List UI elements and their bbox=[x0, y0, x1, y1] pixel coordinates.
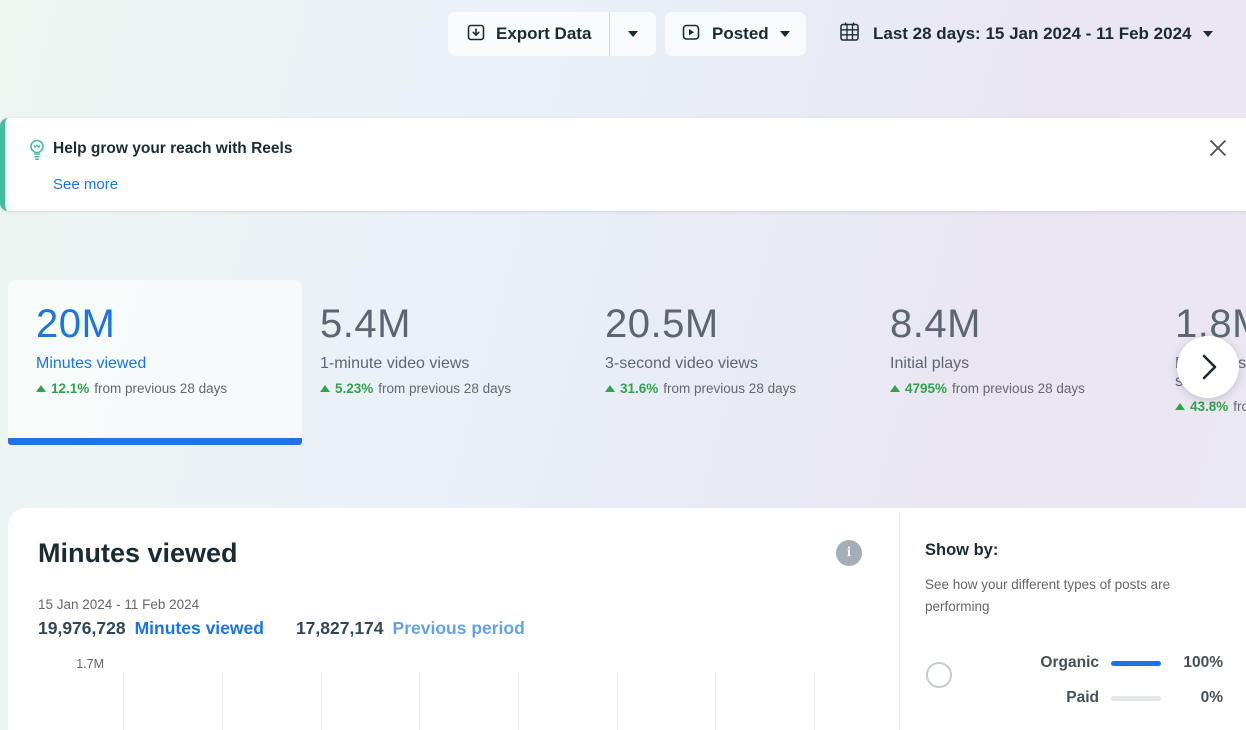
metric-change-percent: 4795% bbox=[905, 381, 947, 396]
organic-percent: 100% bbox=[1173, 654, 1223, 672]
paid-legend-row: Paid 0% bbox=[923, 689, 1223, 707]
selected-card-indicator bbox=[8, 438, 302, 445]
metric-card-initial-plays[interactable]: 8.4M Initial plays 4795% from previous 2… bbox=[890, 280, 1175, 445]
metric-change-percent: 5.23% bbox=[335, 381, 373, 396]
metric-change: 4795% from previous 28 days bbox=[890, 381, 1175, 396]
export-options-dropdown[interactable] bbox=[610, 12, 656, 56]
metric-label: Initial plays bbox=[890, 355, 1175, 373]
show-by-title: Show by: bbox=[925, 541, 998, 560]
minutes-viewed-chart-panel: Minutes viewed i 15 Jan 2024 - 11 Feb 20… bbox=[8, 508, 1246, 730]
current-period-label[interactable]: Minutes viewed bbox=[135, 618, 264, 639]
increase-arrow-icon bbox=[605, 385, 615, 392]
chart-gridline bbox=[123, 672, 124, 730]
chart-gridline bbox=[222, 672, 223, 730]
metric-label: Minutes viewed bbox=[36, 355, 302, 373]
lightbulb-icon bbox=[25, 137, 49, 168]
metric-change-note: from previous 28 days bbox=[952, 381, 1085, 396]
reels-tip-banner: Help grow your reach with Reels See more bbox=[0, 118, 1246, 211]
paid-label: Paid bbox=[1066, 689, 1099, 707]
chart-gridline bbox=[617, 672, 618, 730]
increase-arrow-icon bbox=[320, 385, 330, 392]
current-period-value: 19,976,728 bbox=[38, 618, 126, 639]
chart-gridline bbox=[419, 672, 420, 730]
metric-value: 5.4M bbox=[320, 302, 605, 346]
metric-value: 20M bbox=[36, 302, 302, 346]
chevron-right-icon bbox=[1204, 356, 1215, 378]
date-range-label: Last 28 days: 15 Jan 2024 - 11 Feb 2024 bbox=[873, 24, 1191, 44]
chart-gridline bbox=[518, 672, 519, 730]
increase-arrow-icon bbox=[1175, 403, 1185, 410]
posted-filter-button[interactable]: Posted bbox=[665, 12, 806, 56]
increase-arrow-icon bbox=[890, 385, 900, 392]
metric-card-minutes-viewed[interactable]: 20M Minutes viewed 12.1% from previous 2… bbox=[8, 280, 302, 445]
export-data-split-button: Export Data bbox=[448, 12, 656, 56]
organic-line-swatch bbox=[1111, 661, 1161, 666]
organic-label: Organic bbox=[1040, 654, 1099, 672]
metric-card-1-minute-video-views[interactable]: 5.4M 1-minute video views 5.23% from pre… bbox=[320, 280, 605, 445]
carousel-next-button[interactable] bbox=[1177, 336, 1239, 398]
paid-line-swatch bbox=[1111, 696, 1161, 701]
metric-change-note: from previous 28 days bbox=[1233, 399, 1246, 414]
increase-arrow-icon bbox=[36, 385, 46, 392]
posted-label: Posted bbox=[712, 24, 769, 44]
metric-change: 31.6% from previous 28 days bbox=[605, 381, 890, 396]
paid-percent: 0% bbox=[1173, 689, 1223, 707]
chart-gridline bbox=[814, 672, 815, 730]
metric-label: 3-second video views bbox=[605, 355, 890, 373]
video-play-icon bbox=[681, 22, 701, 47]
calendar-icon bbox=[838, 20, 861, 48]
previous-period-value: 17,827,174 bbox=[296, 618, 384, 639]
chart-gridline bbox=[715, 672, 716, 730]
chart-title: Minutes viewed bbox=[38, 538, 238, 569]
chart-legend-stats: 19,976,728 Minutes viewed 17,827,174 Pre… bbox=[38, 618, 525, 639]
export-data-label: Export Data bbox=[496, 24, 591, 44]
y-axis-tick-label: 1.7M bbox=[66, 657, 104, 671]
see-more-link[interactable]: See more bbox=[53, 176, 118, 193]
metric-change-note: from previous 28 days bbox=[663, 381, 796, 396]
banner-title: Help grow your reach with Reels bbox=[53, 140, 292, 158]
metric-card-3-second-video-views[interactable]: 20.5M 3-second video views 31.6% from pr… bbox=[605, 280, 890, 445]
metric-value: 20.5M bbox=[605, 302, 890, 346]
chart-gridline bbox=[321, 672, 322, 730]
metric-change-percent: 31.6% bbox=[620, 381, 658, 396]
download-icon bbox=[466, 22, 486, 47]
info-icon[interactable]: i bbox=[836, 540, 862, 566]
metric-change-note: from previous 28 days bbox=[378, 381, 511, 396]
date-range-selector[interactable]: Last 28 days: 15 Jan 2024 - 11 Feb 2024 bbox=[838, 12, 1213, 56]
metric-change: 43.8% from previous 28 days bbox=[1175, 399, 1246, 414]
metric-change-percent: 12.1% bbox=[51, 381, 89, 396]
show-by-description: See how your different types of posts ar… bbox=[925, 574, 1203, 617]
banner-close-button[interactable] bbox=[1206, 136, 1230, 160]
metric-value: 8.4M bbox=[890, 302, 1175, 346]
panel-divider bbox=[899, 512, 900, 730]
chevron-down-icon bbox=[780, 31, 790, 37]
chevron-down-icon bbox=[1203, 31, 1213, 37]
metric-label: 1-minute video views bbox=[320, 355, 605, 373]
metric-change: 5.23% from previous 28 days bbox=[320, 381, 605, 396]
previous-period-label[interactable]: Previous period bbox=[393, 618, 525, 639]
metric-change-note: from previous 28 days bbox=[94, 381, 227, 396]
export-data-button[interactable]: Export Data bbox=[448, 12, 609, 56]
metric-change: 12.1% from previous 28 days bbox=[36, 381, 302, 396]
insights-page: { "toolbar": { "export_button": { "label… bbox=[0, 0, 1246, 730]
metric-change-percent: 43.8% bbox=[1190, 399, 1228, 414]
organic-legend-row: Organic 100% bbox=[923, 654, 1223, 672]
chevron-down-icon bbox=[628, 31, 638, 37]
chart-date-range: 15 Jan 2024 - 11 Feb 2024 bbox=[38, 597, 199, 612]
